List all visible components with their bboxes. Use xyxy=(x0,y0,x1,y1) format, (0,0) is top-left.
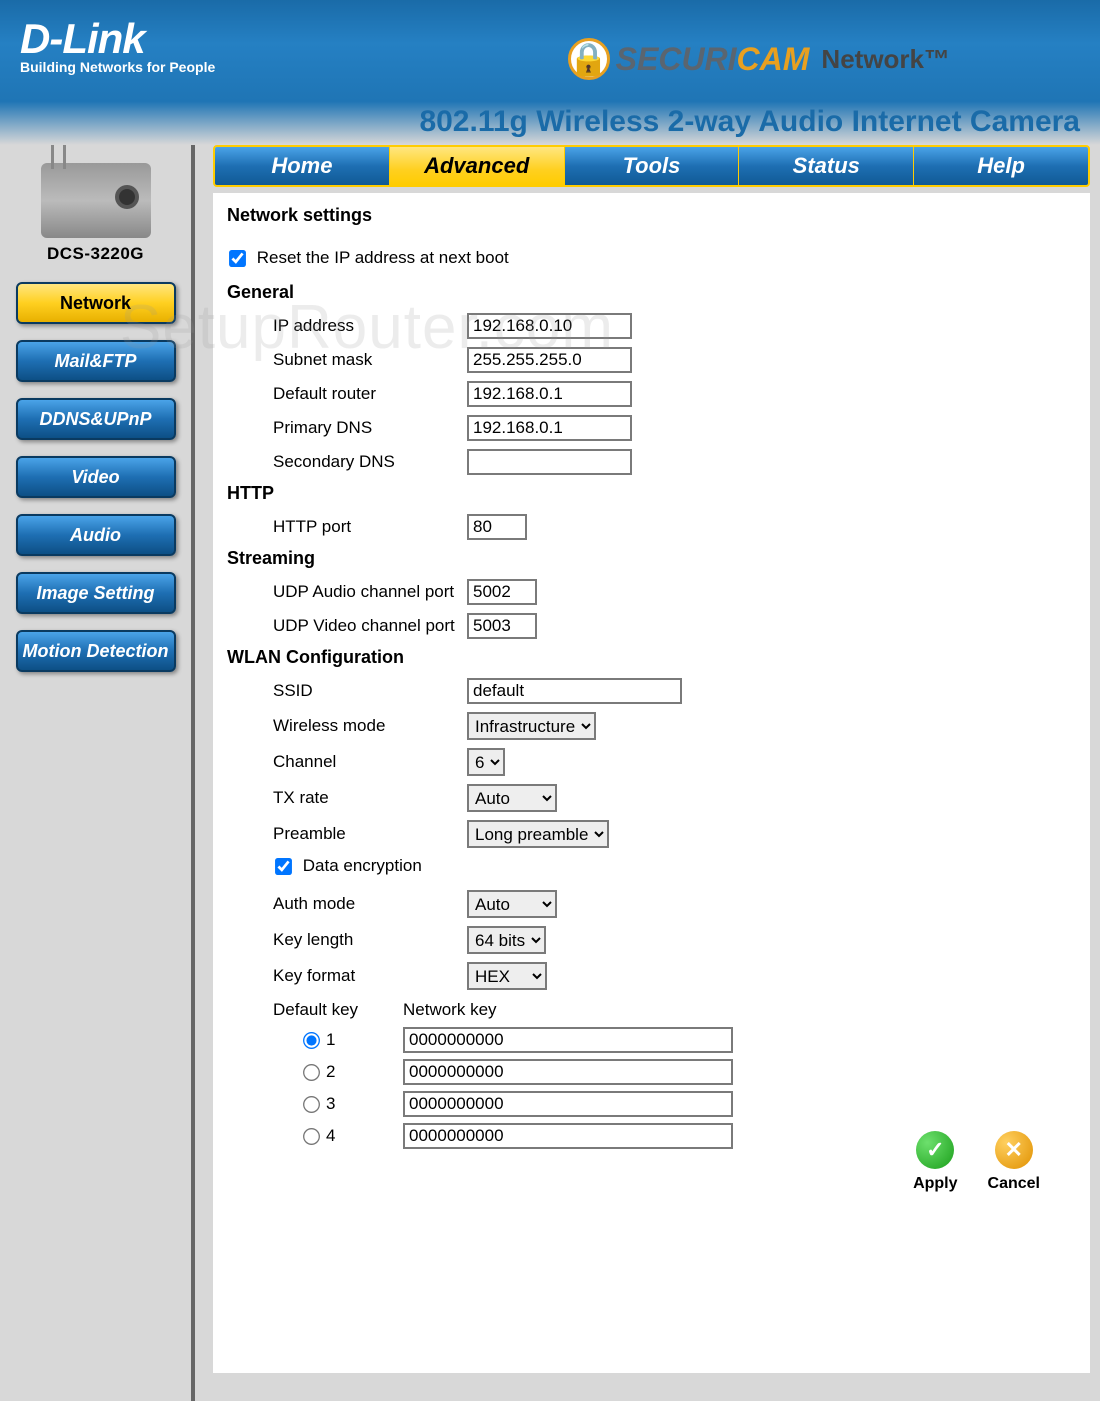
channel-select[interactable]: 6 xyxy=(467,748,505,776)
cancel-button[interactable]: ✕ Cancel xyxy=(988,1131,1040,1193)
tab-help[interactable]: Help xyxy=(914,147,1088,185)
product-title: 802.11g Wireless 2-way Audio Internet Ca… xyxy=(419,105,1080,139)
top-tabs: HomeAdvancedToolsStatusHelp xyxy=(213,145,1090,187)
key-row-2: 2 xyxy=(227,1056,1076,1088)
camera-image xyxy=(41,163,151,238)
ssid-input[interactable] xyxy=(467,678,682,704)
key-number-label: 3 xyxy=(326,1094,335,1114)
data-encryption-row: Data encryption xyxy=(227,852,1076,886)
general-heading: General xyxy=(227,282,1076,303)
model-label: DCS-3220G xyxy=(6,244,185,264)
primary-dns-input[interactable] xyxy=(467,415,632,441)
lock-icon: 🔒 xyxy=(568,38,610,80)
sidebar-item-motion-detection[interactable]: Motion Detection xyxy=(16,630,176,672)
header-banner: D-Link Building Networks for People 🔒 SE… xyxy=(0,0,1100,145)
preamble-select[interactable]: Long preamble xyxy=(467,820,609,848)
http-port-label: HTTP port xyxy=(227,517,467,537)
keys-header: Default key Network key xyxy=(227,994,1076,1024)
primary-dns-label: Primary DNS xyxy=(227,418,467,438)
data-encryption-checkbox[interactable] xyxy=(275,858,292,875)
wireless-mode-select[interactable]: Infrastructure xyxy=(467,712,596,740)
tab-status[interactable]: Status xyxy=(739,147,914,185)
section-title: Network settings xyxy=(227,205,1076,226)
tx-rate-select[interactable]: Auto xyxy=(467,784,557,812)
udp-audio-label: UDP Audio channel port xyxy=(227,582,467,602)
tab-tools[interactable]: Tools xyxy=(565,147,740,185)
key-number-label: 4 xyxy=(326,1126,335,1146)
x-icon: ✕ xyxy=(995,1131,1033,1169)
key-format-select[interactable]: HEX xyxy=(467,962,547,990)
default-key-radio-2[interactable] xyxy=(303,1064,320,1081)
http-port-input[interactable] xyxy=(467,514,527,540)
reset-ip-row: Reset the IP address at next boot xyxy=(227,244,1076,278)
default-key-radio-1[interactable] xyxy=(303,1032,320,1049)
data-encryption-label: Data encryption xyxy=(303,856,422,875)
network-key-input-3[interactable] xyxy=(403,1091,733,1117)
ssid-label: SSID xyxy=(227,681,467,701)
secondary-dns-label: Secondary DNS xyxy=(227,452,467,472)
subnet-mask-label: Subnet mask xyxy=(227,350,467,370)
default-key-header: Default key xyxy=(273,1000,403,1020)
secondary-dns-input[interactable] xyxy=(467,449,632,475)
udp-audio-input[interactable] xyxy=(467,579,537,605)
network-key-header: Network key xyxy=(403,1000,497,1020)
tx-rate-label: TX rate xyxy=(227,788,467,808)
tab-advanced[interactable]: Advanced xyxy=(390,147,565,185)
reset-ip-checkbox[interactable] xyxy=(229,250,246,267)
key-row-3: 3 xyxy=(227,1088,1076,1120)
default-router-input[interactable] xyxy=(467,381,632,407)
http-heading: HTTP xyxy=(227,483,1076,504)
wireless-mode-label: Wireless mode xyxy=(227,716,467,736)
auth-mode-select[interactable]: Auto xyxy=(467,890,557,918)
sidebar-item-network[interactable]: Network xyxy=(16,282,176,324)
default-key-radio-3[interactable] xyxy=(303,1096,320,1113)
key-number-label: 1 xyxy=(326,1030,335,1050)
default-router-label: Default router xyxy=(227,384,467,404)
key-format-label: Key format xyxy=(227,966,467,986)
sidebar-item-ddns-upnp[interactable]: DDNS&UPnP xyxy=(16,398,176,440)
tab-home[interactable]: Home xyxy=(215,147,390,185)
preamble-label: Preamble xyxy=(227,824,467,844)
key-number-label: 2 xyxy=(326,1062,335,1082)
key-length-label: Key length xyxy=(227,930,467,950)
default-key-radio-4[interactable] xyxy=(303,1128,320,1145)
apply-button[interactable]: ✓ Apply xyxy=(913,1131,957,1193)
key-length-select[interactable]: 64 bits xyxy=(467,926,546,954)
securicam-brand: 🔒 SECURICAM Network™ xyxy=(568,38,950,80)
sidebar: DCS-3220G Network Mail&FTP DDNS&UPnP Video A… xyxy=(0,145,195,1401)
network-key-input-4[interactable] xyxy=(403,1123,733,1149)
udp-video-input[interactable] xyxy=(467,613,537,639)
key-row-1: 1 xyxy=(227,1024,1076,1056)
udp-video-label: UDP Video channel port xyxy=(227,616,467,636)
apply-label: Apply xyxy=(913,1175,957,1193)
sidebar-item-mail-ftp[interactable]: Mail&FTP xyxy=(16,340,176,382)
settings-panel: Network settings Reset the IP address at… xyxy=(213,193,1090,1373)
network-key-input-1[interactable] xyxy=(403,1027,733,1053)
auth-mode-label: Auth mode xyxy=(227,894,467,914)
streaming-heading: Streaming xyxy=(227,548,1076,569)
channel-label: Channel xyxy=(227,752,467,772)
sidebar-item-audio[interactable]: Audio xyxy=(16,514,176,556)
wlan-heading: WLAN Configuration xyxy=(227,647,1076,668)
sidebar-item-image-setting[interactable]: Image Setting xyxy=(16,572,176,614)
ip-address-label: IP address xyxy=(227,316,467,336)
reset-ip-label: Reset the IP address at next boot xyxy=(257,248,509,267)
sidebar-item-video[interactable]: Video xyxy=(16,456,176,498)
cancel-label: Cancel xyxy=(988,1175,1040,1193)
ip-address-input[interactable] xyxy=(467,313,632,339)
subnet-mask-input[interactable] xyxy=(467,347,632,373)
network-key-input-2[interactable] xyxy=(403,1059,733,1085)
check-icon: ✓ xyxy=(916,1131,954,1169)
